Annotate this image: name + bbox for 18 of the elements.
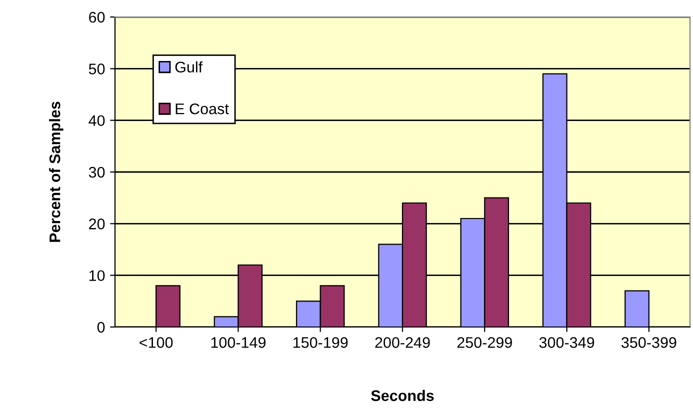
- x-tick-label: 350-399: [621, 337, 676, 348]
- y-tick-label: 50: [88, 64, 105, 74]
- x-tick-label: 200-249: [375, 337, 430, 348]
- x-tick-label: <100: [140, 337, 173, 348]
- legend-label: E Coast: [176, 103, 229, 114]
- y-tick-label: 20: [89, 218, 105, 230]
- x-tick-label: 300-349: [539, 337, 594, 348]
- legend-label: Gulf: [175, 61, 203, 73]
- y-axis-title: Percent of Samples: [49, 102, 64, 242]
- y-tick-label: 30: [88, 166, 105, 178]
- x-tick-label: 150-199: [293, 337, 348, 348]
- y-tick-label: 10: [89, 270, 105, 282]
- y-tick-label: 0: [97, 322, 105, 333]
- x-tick-label: 100-149: [211, 337, 266, 348]
- y-tick-label: 40: [88, 115, 105, 126]
- x-tick-label: 250-299: [457, 337, 512, 348]
- x-axis-title: Seconds: [371, 390, 434, 402]
- y-tick-label: 60: [89, 12, 105, 23]
